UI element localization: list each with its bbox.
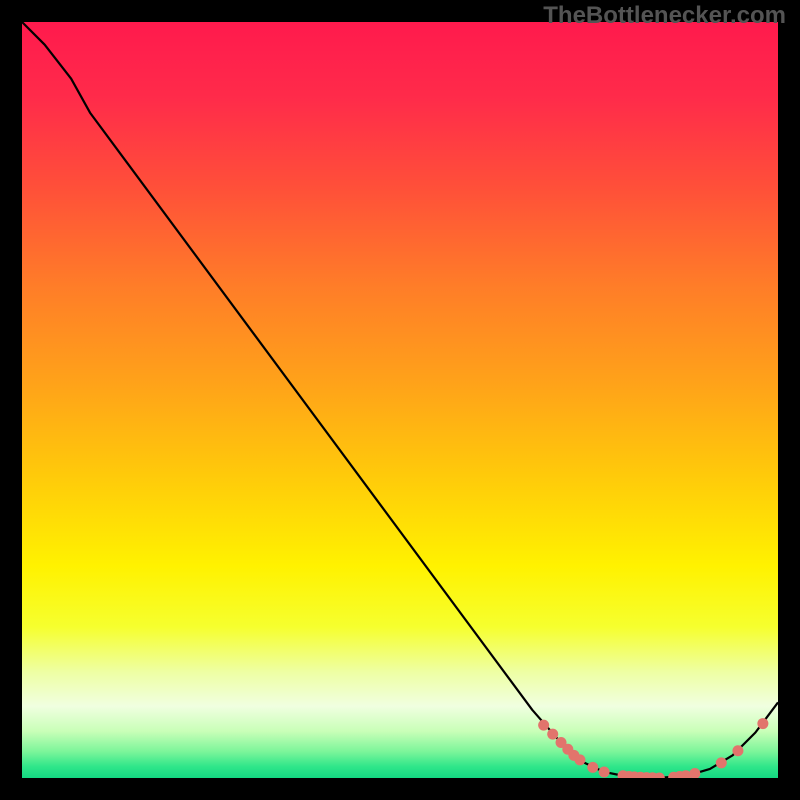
bottleneck-curve-plot xyxy=(22,22,778,778)
curve-marker xyxy=(732,745,743,756)
curve-marker xyxy=(716,757,727,768)
chart-stage: TheBottlenecker.com xyxy=(0,0,800,800)
curve-marker xyxy=(599,766,610,777)
watermark-text: TheBottlenecker.com xyxy=(543,2,786,30)
curve-marker xyxy=(547,729,558,740)
curve-marker xyxy=(757,718,768,729)
curve-marker xyxy=(538,720,549,731)
curve-marker xyxy=(587,762,598,773)
gradient-background xyxy=(22,22,778,778)
curve-marker xyxy=(574,754,585,765)
